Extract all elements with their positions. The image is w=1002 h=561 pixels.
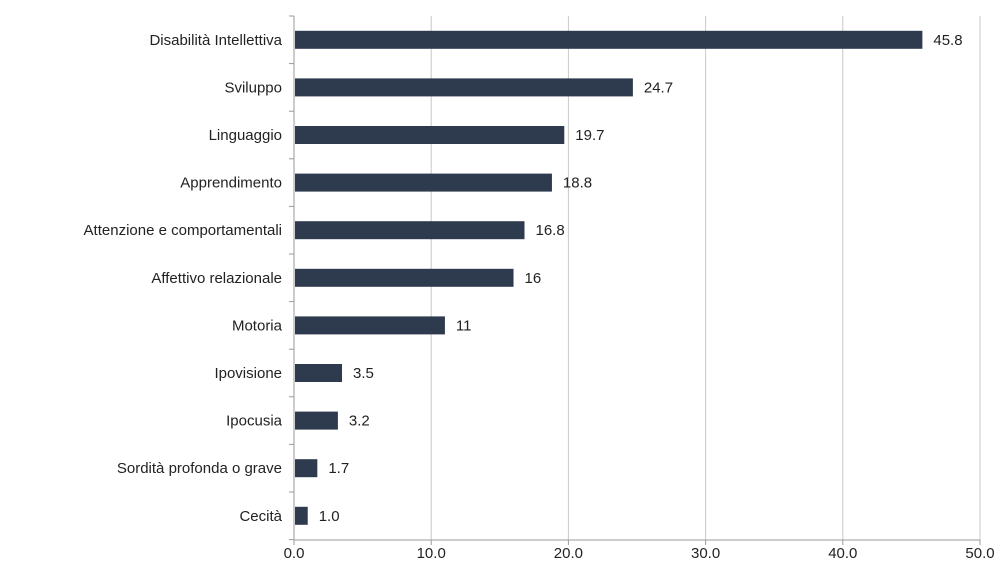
category-label: Apprendimento: [180, 175, 282, 192]
gridlines: [430, 16, 981, 540]
category-label: Sordità profonda o grave: [117, 460, 282, 477]
bar: [295, 411, 338, 430]
bar: [295, 506, 308, 525]
data-label: 1.0: [319, 508, 340, 525]
bar: [295, 459, 318, 478]
category-label: Disabilità Intellettiva: [149, 32, 282, 49]
data-label: 3.2: [349, 413, 370, 430]
bar: [295, 221, 525, 240]
data-label: 19.7: [575, 127, 604, 144]
data-label: 24.7: [644, 79, 673, 96]
x-tick-label: 10.0: [417, 545, 446, 561]
data-label: 11: [456, 317, 472, 334]
data-label: 45.8: [933, 32, 962, 49]
bar: [295, 173, 552, 192]
category-label: Motoria: [232, 317, 283, 334]
category-label: Affettivo relazionale: [151, 270, 282, 287]
bar: [295, 30, 923, 49]
x-tick-label: 20.0: [554, 545, 583, 561]
bars: [295, 30, 923, 525]
data-label: 3.5: [353, 365, 374, 382]
category-label: Linguaggio: [209, 127, 282, 144]
data-label: 18.8: [563, 175, 592, 192]
category-label: Ipocusia: [226, 413, 283, 430]
data-label: 16.8: [535, 222, 564, 239]
category-label: Attenzione e comportamentali: [84, 222, 282, 239]
data-label: 1.7: [328, 460, 349, 477]
bar: [295, 268, 514, 287]
category-label: Ipovisione: [214, 365, 282, 382]
category-label: Cecità: [239, 508, 282, 525]
bar: [295, 316, 445, 335]
labels: 0.0 10.0 20.0 30.0 40.0 50.0 Disabilità Intell…: [84, 32, 995, 561]
bar: [295, 126, 565, 144]
x-tick-label: 50.0: [965, 545, 994, 561]
bar: [295, 78, 633, 97]
x-tick-label: 40.0: [828, 545, 857, 561]
axes: [289, 15, 981, 545]
x-tick-label: 0.0: [284, 545, 305, 561]
x-tick-label: 30.0: [691, 545, 720, 561]
data-label: 16: [525, 270, 542, 287]
category-label: Sviluppo: [224, 79, 282, 96]
bar: [295, 364, 343, 382]
